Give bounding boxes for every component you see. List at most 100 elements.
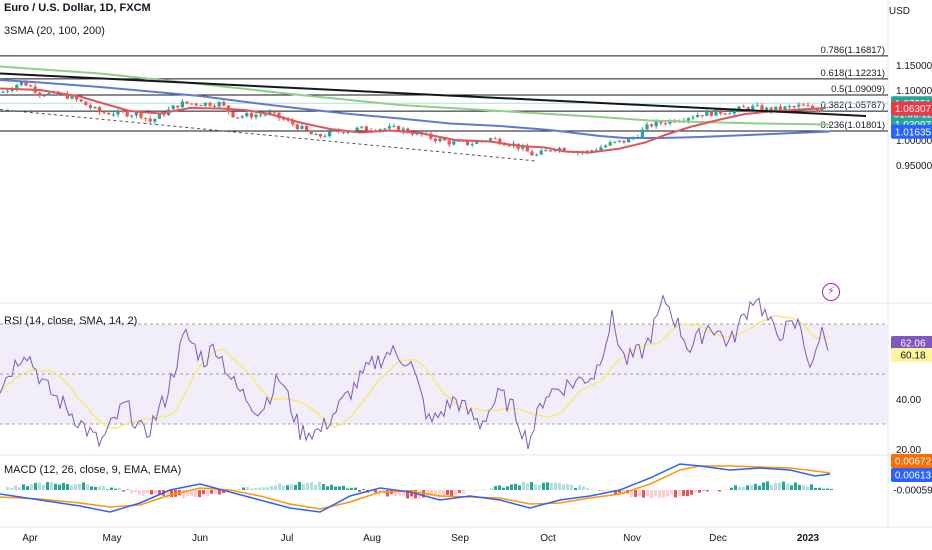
- lightning-icon[interactable]: ⚡: [822, 283, 840, 301]
- macd-histogram-bar: [734, 485, 737, 490]
- candle-body: [98, 107, 102, 113]
- price-badge-value: 1.01635: [895, 127, 932, 138]
- candle-body: [337, 130, 341, 132]
- macd-histogram-bar: [34, 482, 37, 490]
- macd-histogram-bar: [94, 486, 97, 490]
- macd-histogram-bar: [42, 484, 45, 490]
- time-axis-label: Nov: [623, 533, 641, 544]
- macd-histogram-bar: [558, 483, 561, 490]
- macd-histogram-bar: [118, 487, 121, 490]
- macd-histogram-bar: [334, 486, 337, 490]
- macd-histogram-bar: [282, 485, 285, 490]
- sma200-line: [0, 65, 831, 126]
- candle-body: [199, 105, 203, 107]
- macd-histogram-bar: [638, 490, 641, 497]
- macd-histogram-bar: [166, 490, 169, 499]
- candle-body: [323, 136, 327, 138]
- candle-body: [765, 107, 769, 111]
- candle-body: [466, 140, 470, 145]
- macd-badge-value: 0.00672: [895, 457, 932, 468]
- candle-body: [79, 99, 83, 102]
- candle-body: [617, 140, 621, 142]
- candle-body: [153, 118, 157, 122]
- candle-body: [249, 113, 253, 118]
- candle-body: [737, 106, 741, 110]
- macd-histogram-bar: [358, 490, 361, 492]
- candle-body: [1, 91, 5, 93]
- macd-histogram-bar: [222, 490, 225, 494]
- candle-body: [590, 150, 594, 152]
- candle-body: [820, 108, 824, 112]
- macd-histogram-bar: [330, 484, 333, 490]
- candle-body: [364, 126, 368, 131]
- candle-body: [139, 112, 143, 118]
- macd-histogram-bar: [206, 490, 209, 497]
- rsi-tick-label: 20.00: [896, 445, 921, 456]
- macd-histogram-bar: [518, 485, 521, 490]
- macd-histogram-bar: [794, 482, 797, 490]
- candle-body: [691, 117, 695, 119]
- macd-histogram-bar: [790, 485, 793, 490]
- macd-histogram-bar: [82, 482, 85, 490]
- macd-histogram-bar: [110, 487, 113, 490]
- rsi-badge-value: 62.06: [900, 339, 925, 350]
- candle-body: [222, 102, 226, 106]
- macd-histogram-bar: [574, 487, 577, 490]
- macd-histogram-bar: [386, 490, 389, 497]
- macd-histogram-bar: [58, 484, 61, 490]
- macd-histogram-bar: [146, 490, 149, 493]
- candle-body: [433, 138, 437, 142]
- macd-histogram-bar: [342, 485, 345, 490]
- macd-histogram-bar: [614, 490, 617, 495]
- candle-body: [452, 141, 456, 145]
- macd-histogram-bar: [582, 486, 585, 490]
- candle-body: [709, 111, 713, 116]
- candle-body: [406, 128, 410, 133]
- macd-histogram-bar: [254, 488, 257, 490]
- fib-level-label: 0.786(1.16817): [821, 45, 885, 56]
- macd-histogram-bar: [134, 490, 137, 493]
- macd-histogram-bar: [738, 486, 741, 490]
- candle-body: [659, 121, 663, 124]
- macd-histogram-bar: [54, 483, 57, 490]
- candle-body: [171, 105, 175, 110]
- candle-body: [38, 92, 42, 96]
- candle-body: [6, 90, 10, 92]
- rsi-ma-line: [0, 315, 829, 430]
- candle-body: [443, 138, 447, 141]
- time-axis-label: Jul: [281, 533, 294, 544]
- candle-body: [203, 102, 207, 106]
- macd-badge: [891, 454, 932, 468]
- macd-histogram-bar: [278, 483, 281, 490]
- macd-histogram-bar: [666, 490, 669, 497]
- macd-histogram-bar: [682, 490, 685, 496]
- macd-histogram-bar: [630, 490, 633, 498]
- macd-histogram-bar: [138, 490, 141, 495]
- macd-histogram-bar: [702, 490, 705, 491]
- candle-body: [236, 117, 240, 119]
- candle-body: [696, 115, 700, 118]
- macd-histogram-bar: [30, 484, 33, 490]
- candle-body: [650, 124, 654, 127]
- candle-body: [548, 150, 552, 152]
- macd-histogram-bar: [654, 490, 657, 497]
- macd-histogram-bar: [350, 487, 353, 490]
- time-axis-label: Dec: [709, 533, 727, 544]
- price-badge: [891, 124, 932, 139]
- candle-body: [10, 89, 14, 91]
- price-tick-label: 0.95000: [896, 161, 932, 172]
- macd-histogram-bar: [510, 484, 513, 490]
- candle-body: [530, 151, 534, 156]
- macd-histogram-bar: [434, 490, 437, 498]
- macd-histogram-bar: [438, 490, 441, 498]
- candle-body: [65, 94, 69, 99]
- macd-histogram-bar: [50, 482, 53, 490]
- macd-histogram-bar: [270, 486, 273, 490]
- candle-body: [254, 114, 258, 118]
- candle-body: [525, 146, 529, 152]
- candle-body: [24, 80, 28, 86]
- candle-body: [599, 147, 603, 151]
- macd-histogram-bar: [526, 483, 529, 490]
- macd-histogram-bar: [474, 490, 477, 492]
- macd-histogram-bar: [62, 482, 65, 490]
